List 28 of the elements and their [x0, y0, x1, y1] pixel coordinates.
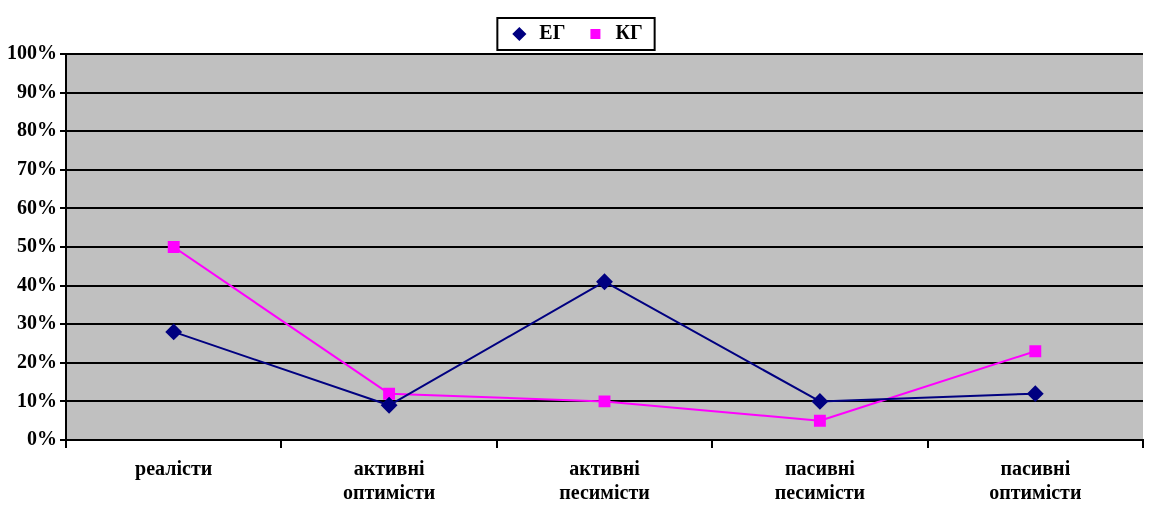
- x-tick-label: пасивні оптимісти: [989, 457, 1082, 504]
- y-tick-label: 20%: [17, 349, 57, 372]
- point: [1029, 345, 1042, 358]
- y-tick-label: 30%: [17, 311, 57, 334]
- point: [1027, 385, 1044, 402]
- point: [167, 241, 180, 253]
- point: [381, 397, 398, 414]
- legend-label: ЕГ: [539, 21, 566, 44]
- y-tick-label: 0%: [27, 427, 57, 450]
- y-tick-label: 50%: [17, 234, 57, 257]
- point: [596, 273, 613, 290]
- y-tick-label: 70%: [17, 156, 57, 179]
- x-tick-label: реалісти: [135, 457, 213, 481]
- y-tick-label: 90%: [17, 79, 57, 102]
- point: [811, 393, 828, 410]
- legend-label: КГ: [615, 21, 643, 44]
- y-tick-label: 10%: [17, 388, 57, 411]
- y-tick-label: 100%: [7, 41, 57, 64]
- y-tick-label: 40%: [17, 272, 57, 295]
- point: [813, 414, 826, 427]
- point: [383, 387, 396, 400]
- y-tick-label: 60%: [17, 195, 57, 218]
- x-tick-label: активні песимісти: [559, 457, 650, 504]
- point: [598, 395, 611, 408]
- x-tick-label: активні оптимісти: [342, 457, 436, 504]
- point: [165, 323, 182, 340]
- x-tick-label: пасивні песимісти: [774, 457, 866, 504]
- y-tick-label: 80%: [17, 118, 57, 141]
